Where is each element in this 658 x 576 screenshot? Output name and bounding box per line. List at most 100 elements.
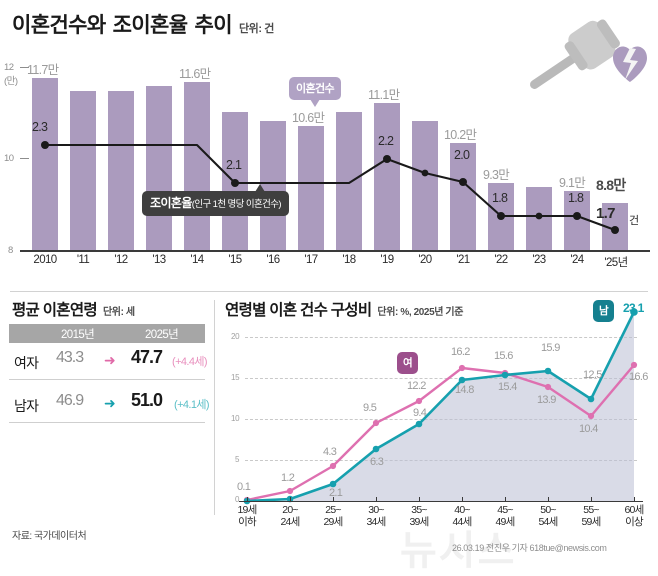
composition-xtick-0: 19세 이하 — [237, 504, 258, 528]
crude-rate-tooltip-sub: (인구 1천 명당 이혼건수) — [191, 199, 282, 210]
y-tick-0: 0 — [235, 495, 240, 504]
average-divorce-age-section: 평균 이혼연령 단위: 세 2015년 2025년 여자 43.3 ➜ 47.7… — [0, 296, 214, 471]
xtick-2011: '11 — [76, 254, 90, 266]
source-note: 자료: 국가데이터처 — [12, 531, 87, 542]
newsis-watermark: 뉴시스 — [400, 529, 517, 573]
rate-unit-label: 건 — [629, 215, 639, 227]
title-part-1: 이혼건수와 — [12, 14, 106, 37]
xtick-mark-4 — [419, 497, 420, 501]
xtick-2023: '23 — [532, 254, 546, 266]
avg-age-title: 평균 이혼연령 — [12, 302, 98, 319]
bar-label-2024: 9.1만 — [559, 176, 586, 190]
composition-x-axis — [239, 501, 643, 503]
row-new-male: 51.0 — [131, 390, 163, 410]
bar-2011 — [70, 91, 96, 250]
male-value-4: 9.4 — [413, 407, 427, 419]
xtick-mark-6 — [505, 497, 506, 501]
bar-2024 — [564, 191, 590, 250]
bar-2019 — [374, 103, 400, 250]
xtick-2013: '13 — [152, 254, 166, 266]
xtick-mark-2 — [333, 497, 334, 501]
composition-xtick-4: 35~ 39세 — [409, 504, 430, 528]
xtick-2018: '18 — [342, 254, 356, 266]
xtick-2016: '16 — [266, 254, 280, 266]
xtick-2017: '17 — [304, 254, 318, 266]
bar-2012 — [108, 91, 134, 250]
gridline-15 — [245, 378, 637, 379]
divorce-count-badge: 이혼건수 — [289, 77, 342, 107]
y-tick-15: 15 — [231, 373, 240, 382]
row-delta-male: (+4.1세) — [174, 399, 210, 411]
xtick-2021: '21 — [456, 254, 470, 266]
composition-xtick-1: 20~ 24세 — [280, 504, 301, 528]
xtick-2024: '24 — [570, 254, 584, 266]
xtick-mark-3 — [376, 497, 377, 501]
composition-xtick-8: 55~ 59세 — [581, 504, 602, 528]
y-tick-mark-12 — [20, 67, 29, 68]
bar-2017 — [298, 126, 324, 250]
composition-title: 연령별 이혼 건수 구성비 — [225, 302, 372, 319]
xtick-2020: '20 — [418, 254, 432, 266]
xtick-2012: '12 — [114, 254, 128, 266]
y-axis-unit: (만) — [4, 76, 18, 87]
composition-xtick-3: 30~ 34세 — [366, 504, 387, 528]
section-divider-vertical — [214, 300, 215, 515]
rate-label-2022: 1.8 — [492, 191, 508, 205]
rate-label-2015: 2.1 — [226, 158, 242, 172]
xtick-mark-0 — [247, 497, 248, 501]
y-axis-tick-bottom: 8 — [8, 245, 13, 256]
xtick-mark-9 — [634, 497, 635, 501]
xtick-2022: '22 — [494, 254, 508, 266]
table-row-divider-2 — [9, 422, 205, 423]
xtick-mark-7 — [548, 497, 549, 501]
table-row-divider-1 — [9, 379, 205, 380]
xtick-2010: 2010 — [33, 254, 57, 266]
xtick-mark-8 — [591, 497, 592, 501]
y-axis-tick-mid: 10 — [4, 153, 14, 164]
bar-label-2022: 9.3만 — [483, 168, 510, 182]
row-old-male: 46.9 — [56, 392, 84, 409]
bar-label-2017: 10.6만 — [292, 111, 325, 125]
bar-2013 — [146, 86, 172, 250]
bar-label-2010: 11.7만 — [27, 63, 59, 77]
y-tick-5: 5 — [235, 455, 240, 464]
section-divider-horizontal — [10, 291, 648, 292]
x-axis-line — [20, 250, 650, 252]
crude-rate-tooltip-title: 조이혼율 — [150, 196, 192, 210]
xtick-2015: '15 — [228, 254, 242, 266]
y-axis-tick-top: 12 — [4, 62, 14, 73]
female-value-4: 12.2 — [407, 380, 426, 392]
male-value-9: 23.1 — [623, 301, 644, 315]
crude-rate-tooltip: 조이혼율(인구 1천 명당 이혼건수) — [142, 184, 289, 216]
male-value-2: 2.1 — [329, 487, 343, 499]
gridline-20 — [245, 337, 637, 338]
y-tick-mark-10 — [20, 158, 29, 159]
title-unit: 단위: 건 — [238, 23, 275, 35]
male-value-7: 15.9 — [541, 342, 560, 354]
arrow-icon-male: ➜ — [104, 395, 116, 411]
male-value-8: 12.5 — [583, 369, 602, 381]
male-value-5: 14.8 — [455, 384, 474, 396]
rate-label-2010: 2.3 — [32, 120, 48, 134]
avg-age-unit: 단위: 세 — [102, 307, 135, 318]
female-value-5: 16.2 — [451, 346, 470, 358]
arrow-icon-female: ➜ — [104, 352, 116, 368]
female-value-8: 10.4 — [579, 423, 598, 435]
bar-label-2014: 11.6만 — [179, 67, 211, 81]
male-value-3: 6.3 — [370, 456, 384, 468]
legend-badge-female: 여 — [397, 352, 419, 374]
col-header-2025: 2025년 — [145, 329, 179, 341]
y-tick-10: 10 — [231, 414, 240, 423]
female-value-0: 0.1 — [237, 481, 251, 493]
avg-age-table-header: 2015년 2025년 — [9, 324, 205, 343]
bar-2010 — [32, 78, 58, 250]
female-value-1: 1.2 — [281, 472, 295, 484]
xtick-2014: '14 — [190, 254, 204, 266]
composition-series-svg — [243, 308, 638, 505]
row-label-male: 남자 — [14, 398, 39, 414]
row-delta-female: (+4.4세) — [172, 356, 208, 368]
composition-xtick-9: 60세 이상 — [624, 504, 645, 528]
female-value-9: 16.6 — [629, 371, 648, 383]
gavel-broken-heart-icon — [530, 19, 647, 89]
composition-unit: 단위: %, 2025년 기준 — [377, 307, 464, 318]
